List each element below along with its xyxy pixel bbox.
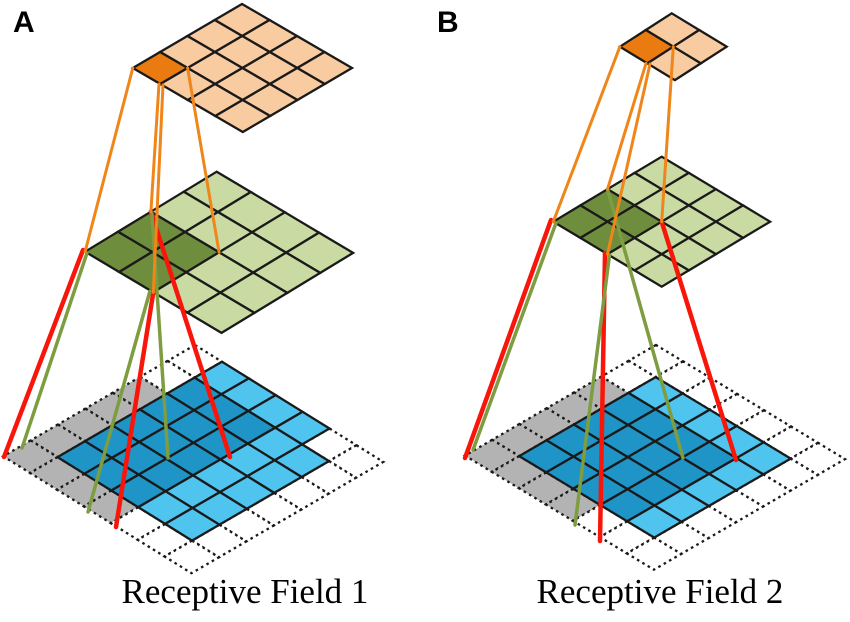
panel-b-label: B: [437, 6, 459, 39]
connection-line-orange: [551, 45, 622, 224]
receptive-field-cell: [624, 504, 684, 539]
outside-cell: [624, 536, 684, 572]
grid-cell: [645, 45, 703, 82]
panel-b-input-grid: [462, 343, 848, 572]
connection-line-green: [573, 253, 612, 527]
connection-line-red: [1, 247, 86, 460]
connection-line-red: [659, 219, 739, 463]
connection-line-green: [471, 221, 558, 452]
connection-line-orange: [660, 45, 675, 224]
grid-cell: [213, 98, 273, 134]
panel-a-label: A: [13, 6, 35, 39]
panel-a-output-grid: [130, 2, 355, 134]
connection-line-orange: [83, 66, 135, 254]
panel-a-input-grid: [0, 343, 386, 575]
connection-line-red: [113, 290, 156, 530]
panel-b-connections: [462, 45, 739, 544]
connection-line-orange: [149, 82, 161, 214]
panel-a-caption: Receptive Field 1: [121, 572, 369, 611]
connection-line-red: [148, 209, 233, 460]
connection-line-orange: [186, 66, 221, 254]
panel-a-connections: [1, 66, 233, 530]
connection-line-orange: [151, 83, 165, 294]
panel-b: [462, 11, 848, 572]
outside-cell: [162, 539, 222, 575]
panel-a: [0, 2, 386, 575]
panel-b-caption: Receptive Field 2: [536, 572, 784, 611]
panel-a-intermediate-grid: [82, 170, 356, 335]
receptive-field-cell: [162, 506, 222, 542]
connection-line-orange: [606, 62, 652, 256]
connection-line-green: [20, 251, 89, 450]
connection-line-orange: [606, 61, 648, 191]
connection-line-green: [86, 289, 152, 514]
connection-line-green: [605, 187, 685, 460]
connection-line-red: [462, 217, 554, 461]
grid-cell: [185, 291, 257, 335]
